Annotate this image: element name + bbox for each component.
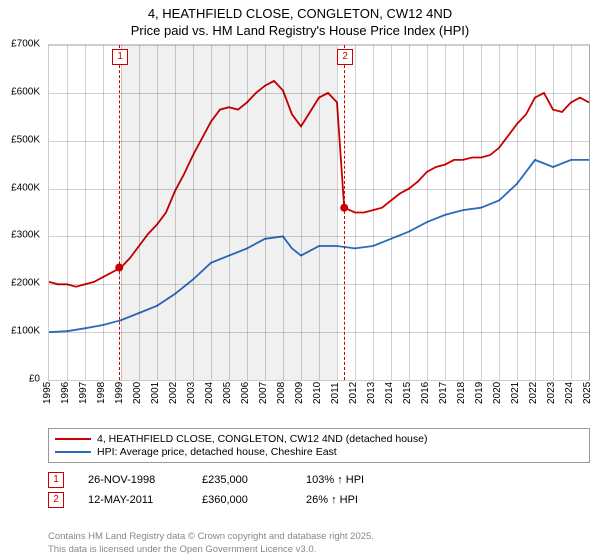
grid-x bbox=[427, 45, 428, 380]
x-tick-label: 2012 bbox=[348, 382, 359, 404]
y-tick-label: £100K bbox=[11, 326, 40, 337]
grid-x bbox=[391, 45, 392, 380]
x-tick-label: 2001 bbox=[150, 382, 161, 404]
footer-line-2: This data is licensed under the Open Gov… bbox=[48, 544, 590, 556]
legend: 4, HEATHFIELD CLOSE, CONGLETON, CW12 4ND… bbox=[48, 428, 590, 463]
chart-plot-area: 12 bbox=[48, 44, 590, 381]
x-axis-labels: 1995199619971998199920002001200220032004… bbox=[48, 382, 590, 426]
x-tick-label: 1999 bbox=[114, 382, 125, 404]
grid-x bbox=[499, 45, 500, 380]
x-tick-label: 2013 bbox=[366, 382, 377, 404]
grid-x bbox=[589, 45, 590, 380]
x-tick-label: 2002 bbox=[168, 382, 179, 404]
x-tick-label: 2021 bbox=[510, 382, 521, 404]
y-tick-label: £600K bbox=[11, 86, 40, 97]
grid-x bbox=[445, 45, 446, 380]
x-tick-label: 2008 bbox=[276, 382, 287, 404]
event-row: 2 12-MAY-2011 £360,000 26% ↑ HPI bbox=[48, 492, 590, 508]
grid-x bbox=[463, 45, 464, 380]
x-tick-label: 1996 bbox=[60, 382, 71, 404]
x-tick-label: 2018 bbox=[456, 382, 467, 404]
event-line bbox=[119, 45, 120, 380]
y-tick-label: £0 bbox=[29, 374, 40, 385]
grid-x bbox=[571, 45, 572, 380]
x-tick-label: 2023 bbox=[546, 382, 557, 404]
shaded-period bbox=[121, 45, 337, 380]
event-badge: 1 bbox=[112, 49, 128, 65]
grid-x bbox=[409, 45, 410, 380]
x-tick-label: 2017 bbox=[438, 382, 449, 404]
event-pct: 103% ↑ HPI bbox=[306, 474, 396, 486]
legend-label: HPI: Average price, detached house, Ches… bbox=[97, 446, 337, 458]
events-table: 1 26-NOV-1998 £235,000 103% ↑ HPI 2 12-MAY-20… bbox=[48, 468, 590, 512]
event-row-badge: 2 bbox=[48, 492, 64, 508]
x-tick-label: 2007 bbox=[258, 382, 269, 404]
grid-x bbox=[85, 45, 86, 380]
event-price: £235,000 bbox=[202, 474, 282, 486]
legend-swatch bbox=[55, 451, 91, 453]
y-tick-label: £700K bbox=[11, 39, 40, 50]
grid-x bbox=[373, 45, 374, 380]
x-tick-label: 2020 bbox=[492, 382, 503, 404]
event-row: 1 26-NOV-1998 £235,000 103% ↑ HPI bbox=[48, 472, 590, 488]
event-pct: 26% ↑ HPI bbox=[306, 494, 396, 506]
x-tick-label: 2025 bbox=[582, 382, 593, 404]
x-tick-label: 1998 bbox=[96, 382, 107, 404]
grid-x bbox=[481, 45, 482, 380]
x-tick-label: 2010 bbox=[312, 382, 323, 404]
event-row-badge: 1 bbox=[48, 472, 64, 488]
x-tick-label: 2022 bbox=[528, 382, 539, 404]
grid-x bbox=[103, 45, 104, 380]
grid-x bbox=[337, 45, 338, 380]
grid-x bbox=[517, 45, 518, 380]
x-tick-label: 1995 bbox=[42, 382, 53, 404]
grid-x bbox=[535, 45, 536, 380]
y-tick-label: £300K bbox=[11, 230, 40, 241]
event-price: £360,000 bbox=[202, 494, 282, 506]
grid-x bbox=[553, 45, 554, 380]
x-tick-label: 2019 bbox=[474, 382, 485, 404]
grid-x bbox=[355, 45, 356, 380]
x-tick-label: 2014 bbox=[384, 382, 395, 404]
footer-line-1: Contains HM Land Registry data © Crown c… bbox=[48, 531, 590, 543]
legend-item: 4, HEATHFIELD CLOSE, CONGLETON, CW12 4ND… bbox=[55, 433, 583, 445]
legend-swatch bbox=[55, 438, 91, 440]
legend-label: 4, HEATHFIELD CLOSE, CONGLETON, CW12 4ND… bbox=[97, 433, 427, 445]
footer-attribution: Contains HM Land Registry data © Crown c… bbox=[48, 531, 590, 556]
x-tick-label: 1997 bbox=[78, 382, 89, 404]
event-badge: 2 bbox=[337, 49, 353, 65]
x-tick-label: 2006 bbox=[240, 382, 251, 404]
y-tick-label: £200K bbox=[11, 278, 40, 289]
y-tick-label: £500K bbox=[11, 134, 40, 145]
x-tick-label: 2004 bbox=[204, 382, 215, 404]
x-tick-label: 2000 bbox=[132, 382, 143, 404]
x-tick-label: 2009 bbox=[294, 382, 305, 404]
page-subtitle: Price paid vs. HM Land Registry's House … bbox=[0, 21, 600, 38]
y-axis-labels: £0£100K£200K£300K£400K£500K£600K£700K bbox=[0, 44, 44, 379]
page: 4, HEATHFIELD CLOSE, CONGLETON, CW12 4ND… bbox=[0, 0, 600, 560]
legend-item: HPI: Average price, detached house, Ches… bbox=[55, 446, 583, 458]
x-tick-label: 2005 bbox=[222, 382, 233, 404]
x-tick-label: 2015 bbox=[402, 382, 413, 404]
x-tick-label: 2003 bbox=[186, 382, 197, 404]
x-tick-label: 2024 bbox=[564, 382, 575, 404]
x-tick-label: 2011 bbox=[330, 382, 341, 404]
event-date: 26-NOV-1998 bbox=[88, 474, 178, 486]
page-title: 4, HEATHFIELD CLOSE, CONGLETON, CW12 4ND bbox=[0, 0, 600, 21]
x-tick-label: 2016 bbox=[420, 382, 431, 404]
event-date: 12-MAY-2011 bbox=[88, 494, 178, 506]
y-tick-label: £400K bbox=[11, 182, 40, 193]
event-line bbox=[344, 45, 345, 380]
grid-x bbox=[67, 45, 68, 380]
